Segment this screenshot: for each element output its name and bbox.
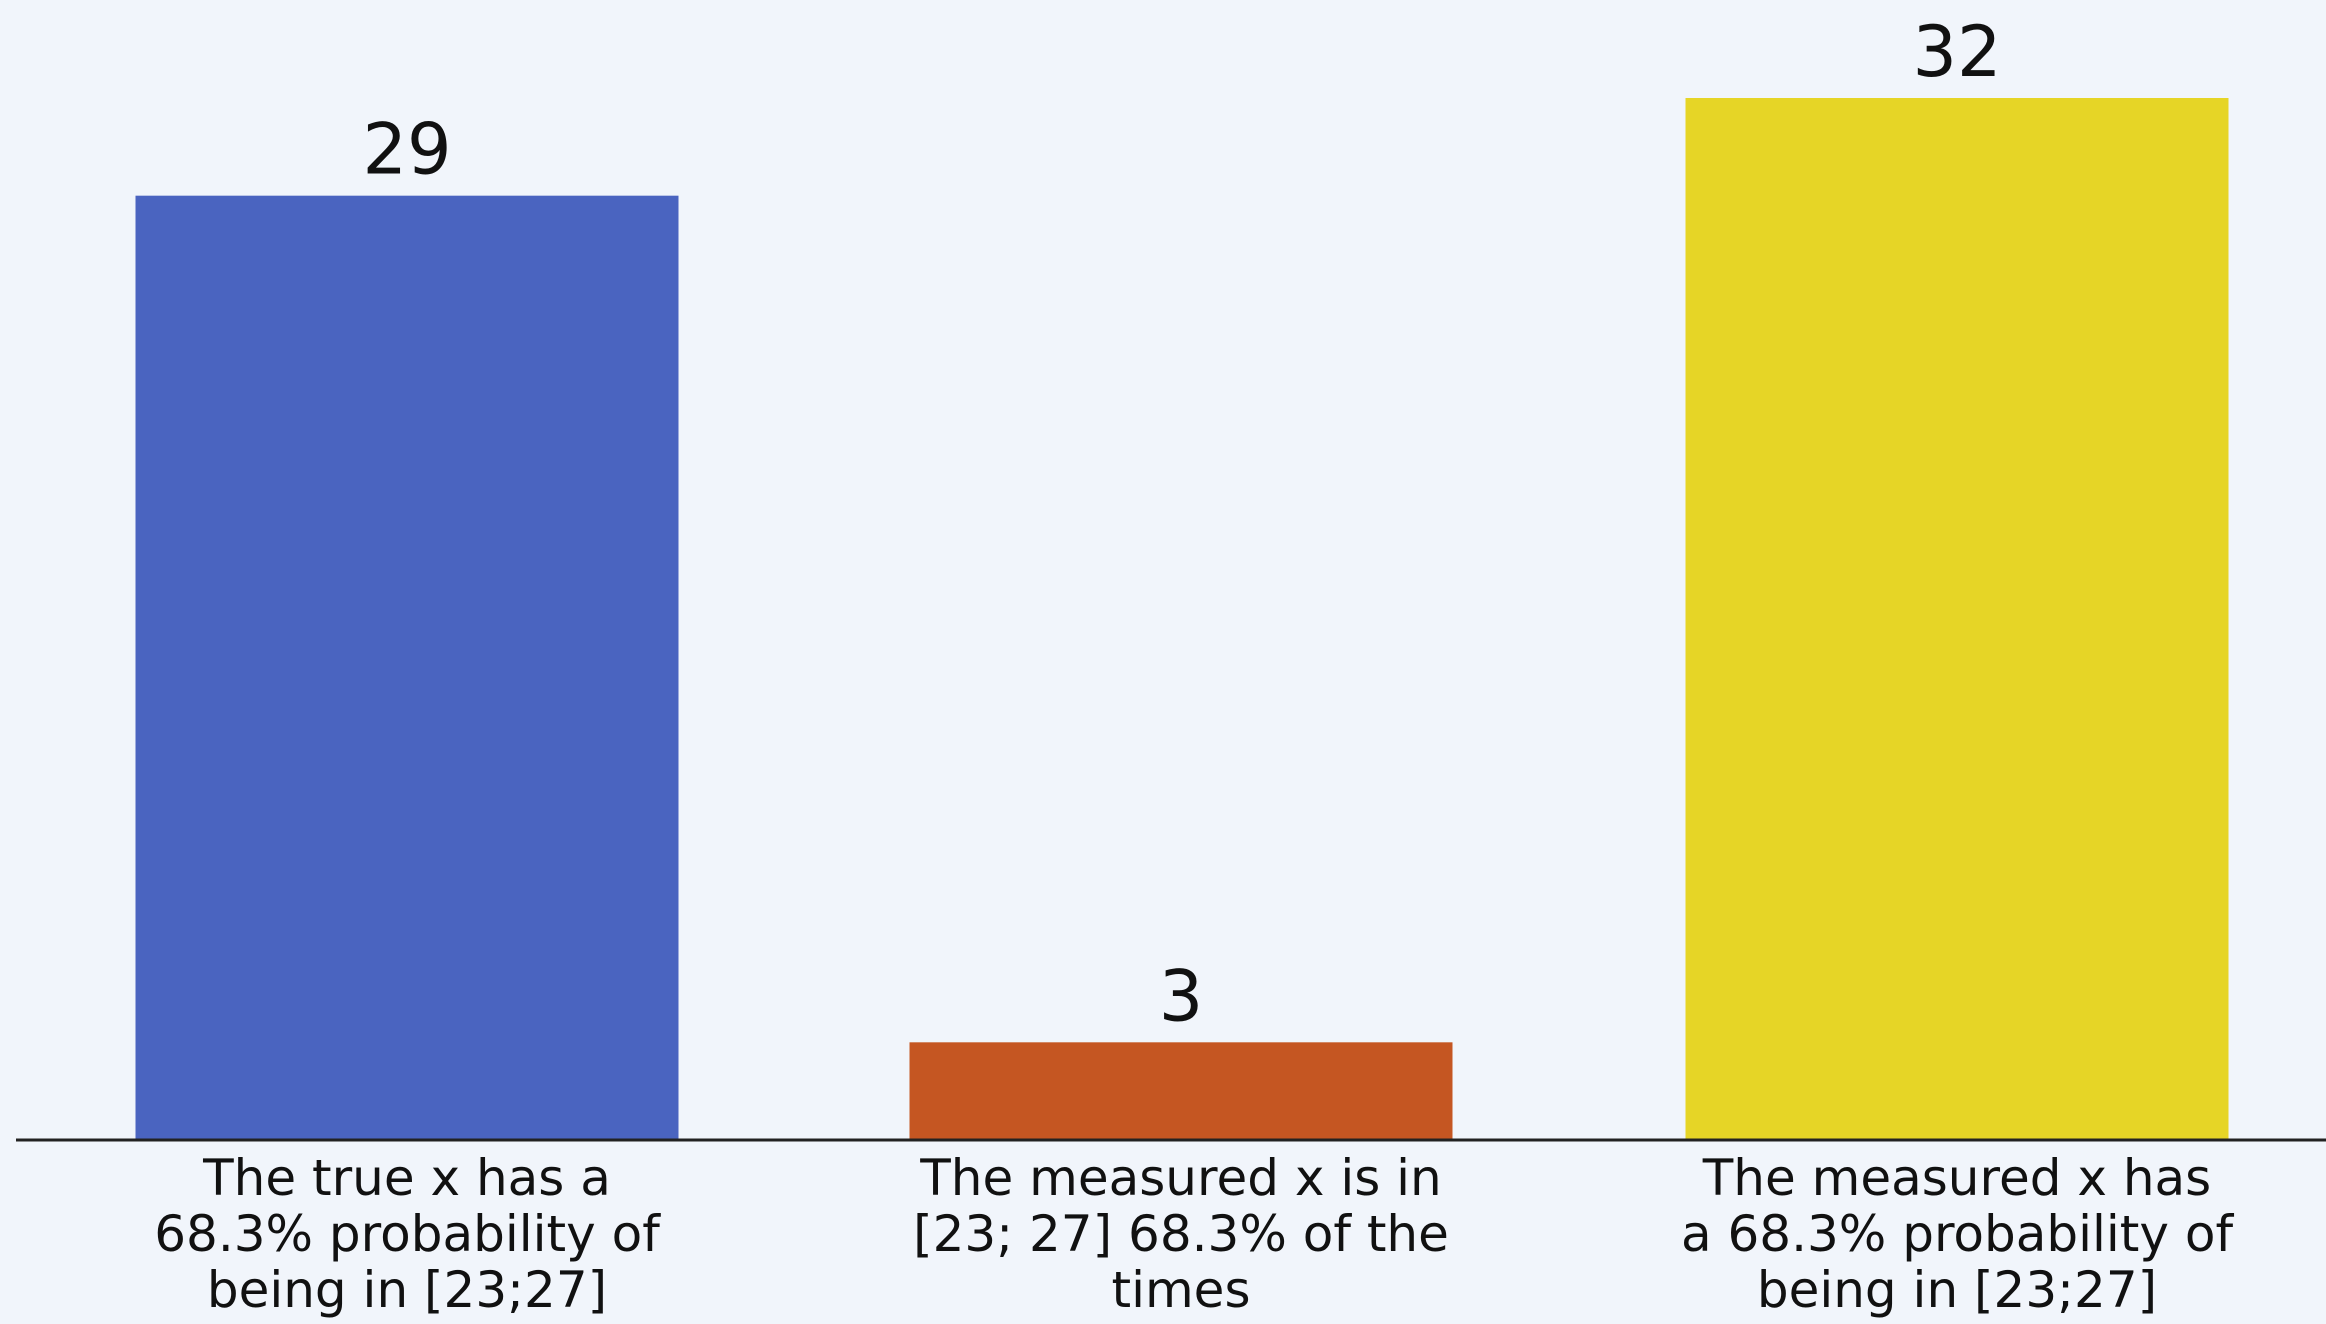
category-label-2-line-1: The measured x is in [919, 1149, 1441, 1207]
category-label-2-line-2: [23; 27] 68.3% of the [913, 1205, 1449, 1263]
value-labels-layer: 29 3 32 [362, 11, 2001, 1037]
bar-3-value-label: 32 [1912, 11, 2001, 93]
bar-3 [1685, 98, 2229, 1140]
category-label-3-line-1: The measured x has [1702, 1149, 2211, 1207]
bars-layer [135, 98, 2229, 1140]
category-label-1-line-1: The true x has a [202, 1149, 611, 1207]
bar-2 [909, 1042, 1453, 1140]
category-label-1-line-2: 68.3% probability of [154, 1205, 661, 1263]
bar-2-value-label: 3 [1159, 955, 1204, 1037]
bar-1 [135, 195, 679, 1140]
category-label-1-line-3: being in [23;27] [207, 1261, 607, 1319]
bar-1-value-label: 29 [362, 109, 451, 191]
category-label-2-line-3: times [1111, 1261, 1250, 1319]
category-label-3-line-2: a 68.3% probability of [1681, 1205, 2235, 1263]
category-labels-layer: The true x has a68.3% probability ofbein… [154, 1149, 2234, 1319]
category-label-3-line-3: being in [23;27] [1757, 1261, 2157, 1319]
